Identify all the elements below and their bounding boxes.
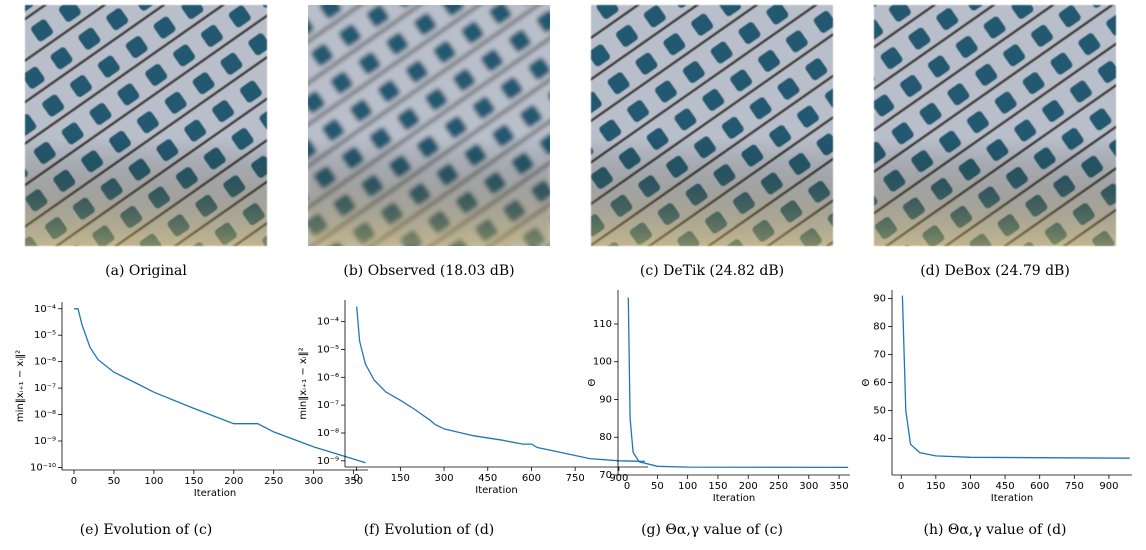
chart-caption: (h) Θα,γ value of (d) xyxy=(923,522,1066,538)
chart-caption: (g) Θα,γ value of (c) xyxy=(641,522,783,538)
y-tick-label: 10⁻⁴ xyxy=(317,317,339,328)
x-tick-label: 250 xyxy=(264,476,283,487)
x-tick-label: 600 xyxy=(1030,481,1049,492)
y-tick-label: 70 xyxy=(873,349,886,360)
image-caption: (a) Original xyxy=(105,263,187,279)
x-tick-label: 100 xyxy=(678,481,697,492)
chart-caption: (e) Evolution of (c) xyxy=(80,522,213,538)
x-tick-label: 300 xyxy=(435,473,454,484)
x-tick-label: 350 xyxy=(830,481,849,492)
y-tick-label: 100 xyxy=(593,357,612,368)
y-tick-label: 10⁻⁶ xyxy=(317,372,339,383)
y-tick-label: 10⁻⁷ xyxy=(317,400,339,411)
x-tick-label: 50 xyxy=(108,476,121,487)
x-tick-label: 900 xyxy=(1099,481,1118,492)
data-line xyxy=(356,306,646,463)
y-tick-label: 90 xyxy=(873,293,886,304)
x-tick-label: 300 xyxy=(304,476,323,487)
x-tick-label: 0 xyxy=(624,481,630,492)
x-axis-label: Iteration xyxy=(991,493,1033,504)
data-line xyxy=(627,297,849,469)
y-tick-label: 10⁻¹⁰ xyxy=(30,462,56,473)
x-tick-label: 200 xyxy=(739,481,758,492)
x-tick-label: 300 xyxy=(799,481,818,492)
x-tick-label: 900 xyxy=(609,473,628,484)
image-caption: (d) DeBox (24.79 dB) xyxy=(920,263,1070,279)
y-tick-label: 10⁻⁵ xyxy=(34,330,56,341)
y-axis-label: Θ xyxy=(861,378,872,386)
y-tick-label: 10⁻⁸ xyxy=(34,410,56,421)
x-tick-label: 150 xyxy=(708,481,727,492)
image-observed xyxy=(308,5,550,246)
x-tick-label: 450 xyxy=(996,481,1015,492)
chart-caption: (f) Evolution of (d) xyxy=(364,522,495,538)
y-tick-label: 70 xyxy=(599,470,612,481)
y-tick-label: 10⁻⁹ xyxy=(317,456,339,467)
x-tick-label: 0 xyxy=(353,473,359,484)
y-tick-label: 10⁻⁷ xyxy=(34,383,56,394)
y-tick-label: 80 xyxy=(599,432,612,443)
x-tick-label: 200 xyxy=(224,476,243,487)
x-tick-label: 0 xyxy=(71,476,77,487)
image-caption: (b) Observed (18.03 dB) xyxy=(343,263,514,279)
x-tick-label: 0 xyxy=(898,481,904,492)
x-tick-label: 600 xyxy=(522,473,541,484)
x-tick-label: 350 xyxy=(344,476,363,487)
x-axis-label: Iteration xyxy=(713,493,755,504)
x-tick-label: 450 xyxy=(478,473,497,484)
x-tick-label: 100 xyxy=(144,476,163,487)
x-tick-label: 150 xyxy=(184,476,203,487)
y-tick-label: 10⁻⁶ xyxy=(34,357,56,368)
data-line xyxy=(901,295,1130,459)
data-line xyxy=(74,308,366,464)
y-tick-label: 80 xyxy=(873,321,886,332)
image-debox xyxy=(874,5,1116,246)
image-original xyxy=(25,5,267,246)
x-tick-label: 300 xyxy=(961,481,980,492)
y-tick-label: 90 xyxy=(599,394,612,405)
y-tick-label: 50 xyxy=(873,406,886,417)
x-axis-label: Iteration xyxy=(194,488,236,499)
y-tick-label: 10⁻⁴ xyxy=(34,304,56,315)
y-tick-label: 110 xyxy=(593,319,612,330)
y-tick-label: 10⁻⁵ xyxy=(317,344,339,355)
y-tick-label: 60 xyxy=(873,378,886,389)
x-tick-label: 250 xyxy=(769,481,788,492)
x-tick-label: 150 xyxy=(391,473,410,484)
image-detik xyxy=(591,5,833,246)
y-axis-label: min‖xᵢ₊₁ − xᵢ‖² xyxy=(298,347,309,419)
y-tick-label: 10⁻⁸ xyxy=(317,428,339,439)
y-tick-label: 10⁻⁹ xyxy=(34,436,56,447)
x-tick-label: 150 xyxy=(926,481,945,492)
image-caption: (c) DeTik (24.82 dB) xyxy=(640,263,784,279)
y-tick-label: 40 xyxy=(873,434,886,445)
x-tick-label: 50 xyxy=(651,481,664,492)
y-axis-label: min‖xᵢ₊₁ − xᵢ‖² xyxy=(15,350,26,422)
x-tick-label: 750 xyxy=(1065,481,1084,492)
x-tick-label: 750 xyxy=(566,473,585,484)
x-axis-label: Iteration xyxy=(475,485,517,496)
y-axis-label: Θ xyxy=(587,378,598,386)
